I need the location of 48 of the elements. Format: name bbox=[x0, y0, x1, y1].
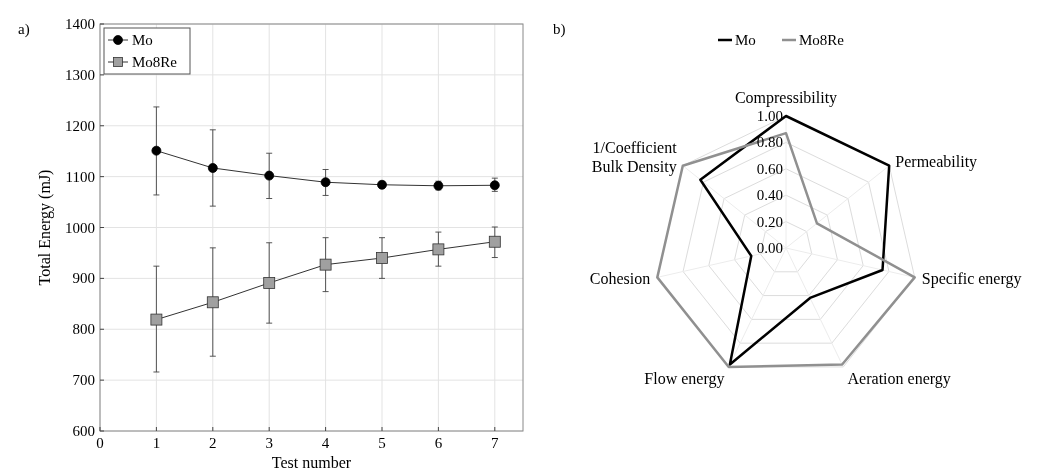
x-tick-label: 1 bbox=[152, 435, 161, 451]
y-tick-label: 0.00 bbox=[756, 240, 783, 256]
x-tick-label: 4 bbox=[321, 435, 330, 451]
y-axis-title: Total Energy (mJ) bbox=[36, 169, 54, 286]
spoke-label: Aeration energy bbox=[847, 369, 951, 388]
point bbox=[207, 163, 218, 173]
y-tick-label: 800 bbox=[72, 321, 95, 338]
y-tick-label: 0.20 bbox=[756, 213, 783, 230]
y-tick-label: 0.60 bbox=[756, 160, 783, 177]
y-tick-label: 1000 bbox=[65, 219, 95, 236]
legend-label: Mo8Re bbox=[799, 32, 845, 48]
spoke-label: 1/Coefficient Bulk Density bbox=[591, 138, 678, 176]
x-tick-label: 5 bbox=[378, 435, 386, 451]
y-tick-label: 600 bbox=[72, 423, 95, 439]
spoke-label: Specific energy bbox=[921, 269, 1022, 288]
point bbox=[376, 252, 388, 264]
y-tick-label: 1400 bbox=[65, 16, 95, 32]
point bbox=[150, 313, 163, 326]
point bbox=[319, 258, 332, 271]
spoke-label: Compressibility bbox=[734, 88, 838, 107]
legend-label: Mo bbox=[132, 32, 153, 48]
legend-label: Mo bbox=[735, 32, 756, 48]
point bbox=[263, 277, 276, 289]
spoke-label: Cohesion bbox=[589, 269, 651, 287]
y-tick-label: 900 bbox=[72, 270, 95, 287]
point bbox=[206, 296, 219, 309]
legend-label: Mo8Re bbox=[132, 54, 178, 70]
x-tick-label: 0 bbox=[96, 435, 104, 451]
spoke-label: Flow energy bbox=[644, 369, 725, 388]
point bbox=[151, 145, 162, 156]
x-tick-label: 3 bbox=[265, 435, 273, 451]
y-tick-label: 700 bbox=[72, 372, 95, 389]
text: b) bbox=[553, 21, 566, 38]
text: a) bbox=[18, 21, 30, 38]
point bbox=[488, 235, 501, 248]
x-tick-label: 6 bbox=[434, 435, 443, 451]
point bbox=[264, 170, 275, 181]
y-tick-label: 1100 bbox=[65, 168, 95, 185]
y-tick-label: 1300 bbox=[65, 66, 95, 83]
point bbox=[320, 177, 331, 188]
x-tick-label: 7 bbox=[491, 435, 500, 451]
x-axis-title: Test number bbox=[271, 454, 352, 471]
x-tick-label: 2 bbox=[209, 435, 217, 451]
y-tick-label: 0.80 bbox=[756, 134, 783, 151]
y-tick-label: 0.40 bbox=[756, 187, 783, 204]
point bbox=[432, 243, 445, 256]
y-tick-label: 1200 bbox=[65, 117, 95, 134]
spoke-label: Permeability bbox=[895, 153, 978, 172]
